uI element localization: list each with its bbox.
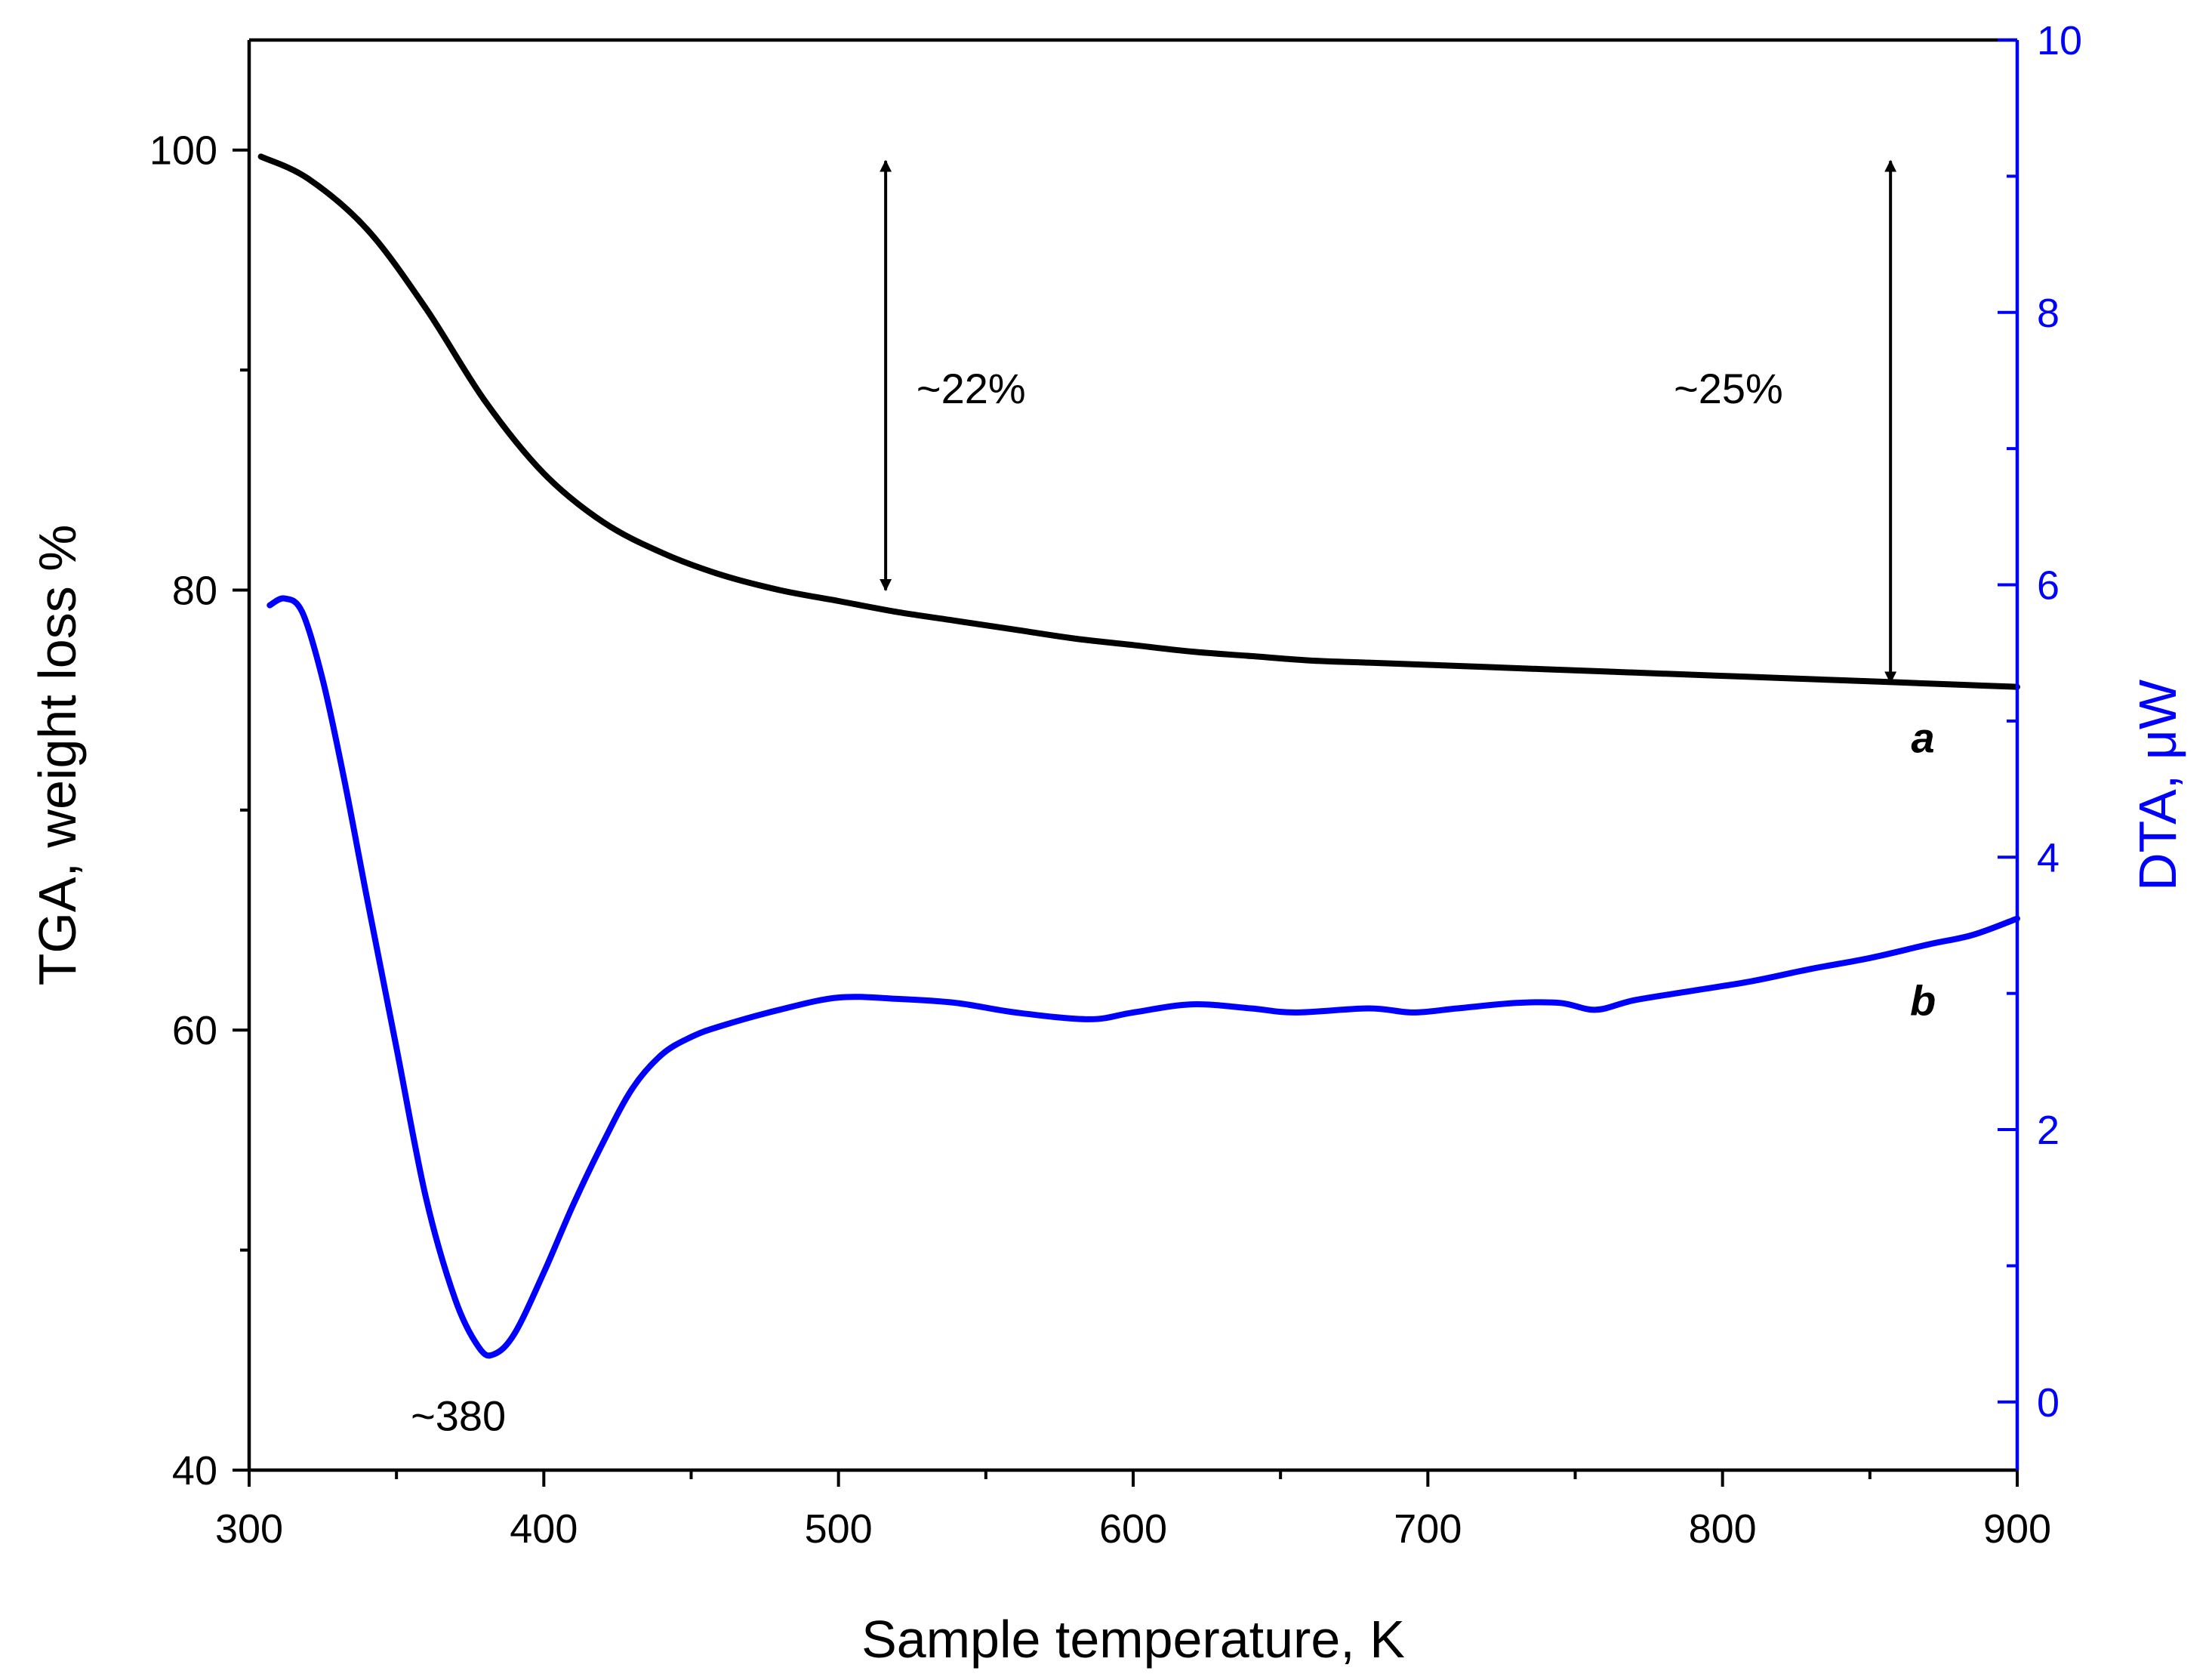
y-left-tick-label: 60: [172, 1008, 217, 1053]
x-tick-label: 500: [805, 1506, 873, 1552]
x-tick-label: 600: [1099, 1506, 1167, 1552]
annotation-layer: ~22% ~25% ~380 a b: [411, 159, 1936, 1440]
axes-layer: 300 400 500 600 700 800 900 40 60 80 100 0 2 4 6 8 10: [149, 18, 2082, 1552]
y-right-tick-label: 6: [2037, 563, 2060, 609]
x-tick-label: 700: [1394, 1506, 1462, 1552]
curve-label-b: b: [1910, 977, 1936, 1025]
annotation-label: ~380: [411, 1392, 506, 1440]
y-left-axis-title: TGA, weight loss %: [28, 525, 87, 986]
y-right-axis-title: DTA, μW: [2128, 680, 2187, 891]
y-left-tick-label: 80: [172, 568, 217, 613]
y-left-tick-label: 100: [149, 128, 217, 174]
annotation-label: ~25%: [1674, 365, 1783, 412]
x-axis-title: Sample temperature, K: [861, 1610, 1405, 1669]
y-right-tick-label: 2: [2037, 1108, 2060, 1153]
y-right-tick-label: 10: [2037, 18, 2082, 63]
curve-label-a: a: [1912, 714, 1935, 762]
x-tick-label: 400: [510, 1506, 578, 1552]
annotation-label: ~22%: [917, 365, 1026, 412]
y-left-tick-label: 40: [172, 1448, 217, 1494]
series-line-dta: [266, 595, 2020, 1359]
x-tick-label: 900: [1983, 1506, 2051, 1552]
y-right-tick-label: 0: [2037, 1380, 2060, 1426]
series-layer: [257, 153, 2020, 1359]
y-right-tick-label: 4: [2037, 835, 2060, 880]
x-tick-label: 800: [1689, 1506, 1757, 1552]
x-tick-label: 300: [215, 1506, 283, 1552]
series-line-tga: [257, 153, 2020, 690]
y-right-tick-label: 8: [2037, 291, 2060, 336]
